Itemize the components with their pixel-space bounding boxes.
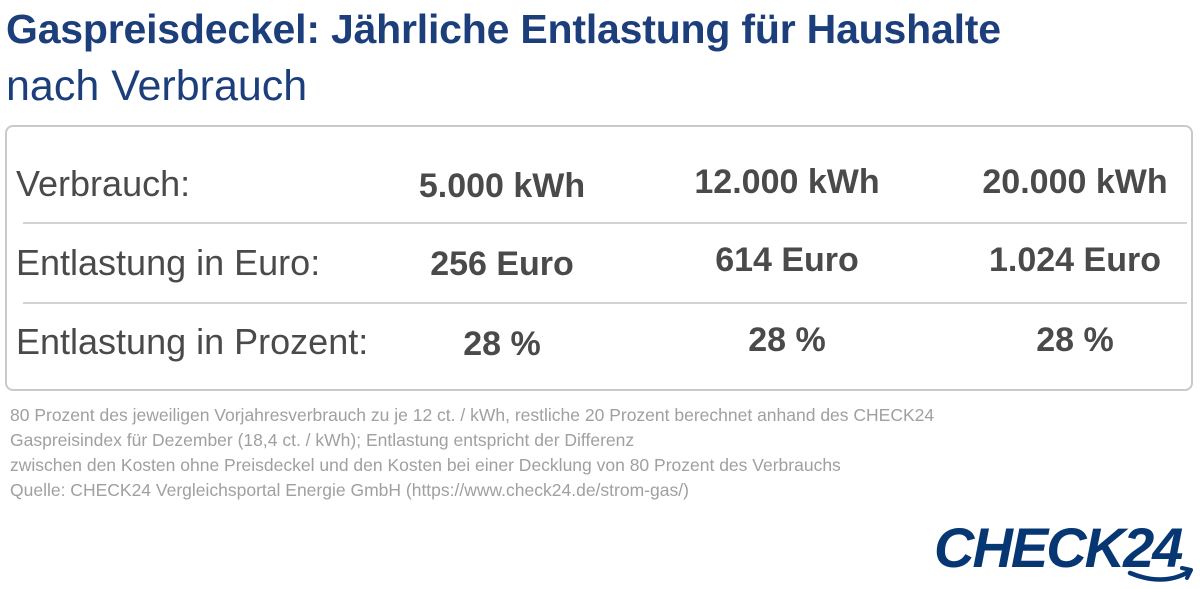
logo-smile-icon — [1127, 568, 1193, 582]
footnote-line: zwischen den Kosten ohne Preisdeckel und… — [10, 455, 841, 475]
footnote-line: Gaspreisindex für Dezember (18,4 ct. / k… — [10, 430, 635, 450]
row-divider — [23, 222, 1187, 224]
chart-title: Gaspreisdeckel: Jährliche Entlastung für… — [6, 6, 1001, 52]
table-cell: 5.000 kWh — [418, 167, 586, 205]
table-cell: 1.024 Euro — [989, 241, 1161, 279]
footnote-line: 80 Prozent des jeweiligen Vorjahresverbr… — [10, 405, 935, 425]
row-divider — [23, 302, 1187, 304]
table-cell: 20.000 kWh — [982, 163, 1168, 201]
source-line: Quelle: CHECK24 Vergleichsportal Energie… — [10, 480, 689, 500]
logo-text: CHECK24 — [934, 516, 1183, 579]
data-table: Verbrauch: 5.000 kWh 12.000 kWh 20.000 k… — [5, 125, 1193, 391]
table-cell: 614 Euro — [715, 241, 859, 279]
check24-logo: CHECK24 — [934, 516, 1193, 582]
table-cell: 28 % — [1036, 321, 1114, 359]
row-label-verbrauch: Verbrauch: — [16, 163, 191, 204]
row-label-entlastung-euro: Entlastung in Euro: — [16, 242, 321, 283]
row-label-entlastung-prozent: Entlastung in Prozent: — [16, 321, 369, 362]
table-cell: 28 % — [463, 325, 541, 363]
table-cell: 28 % — [748, 321, 826, 359]
footnote: 80 Prozent des jeweiligen Vorjahresverbr… — [10, 403, 1180, 503]
logo-arrow-icon — [1180, 566, 1193, 580]
table-cell: 256 Euro — [430, 245, 574, 283]
table-cell: 12.000 kWh — [694, 163, 880, 201]
chart-subtitle: nach Verbrauch — [6, 62, 308, 110]
